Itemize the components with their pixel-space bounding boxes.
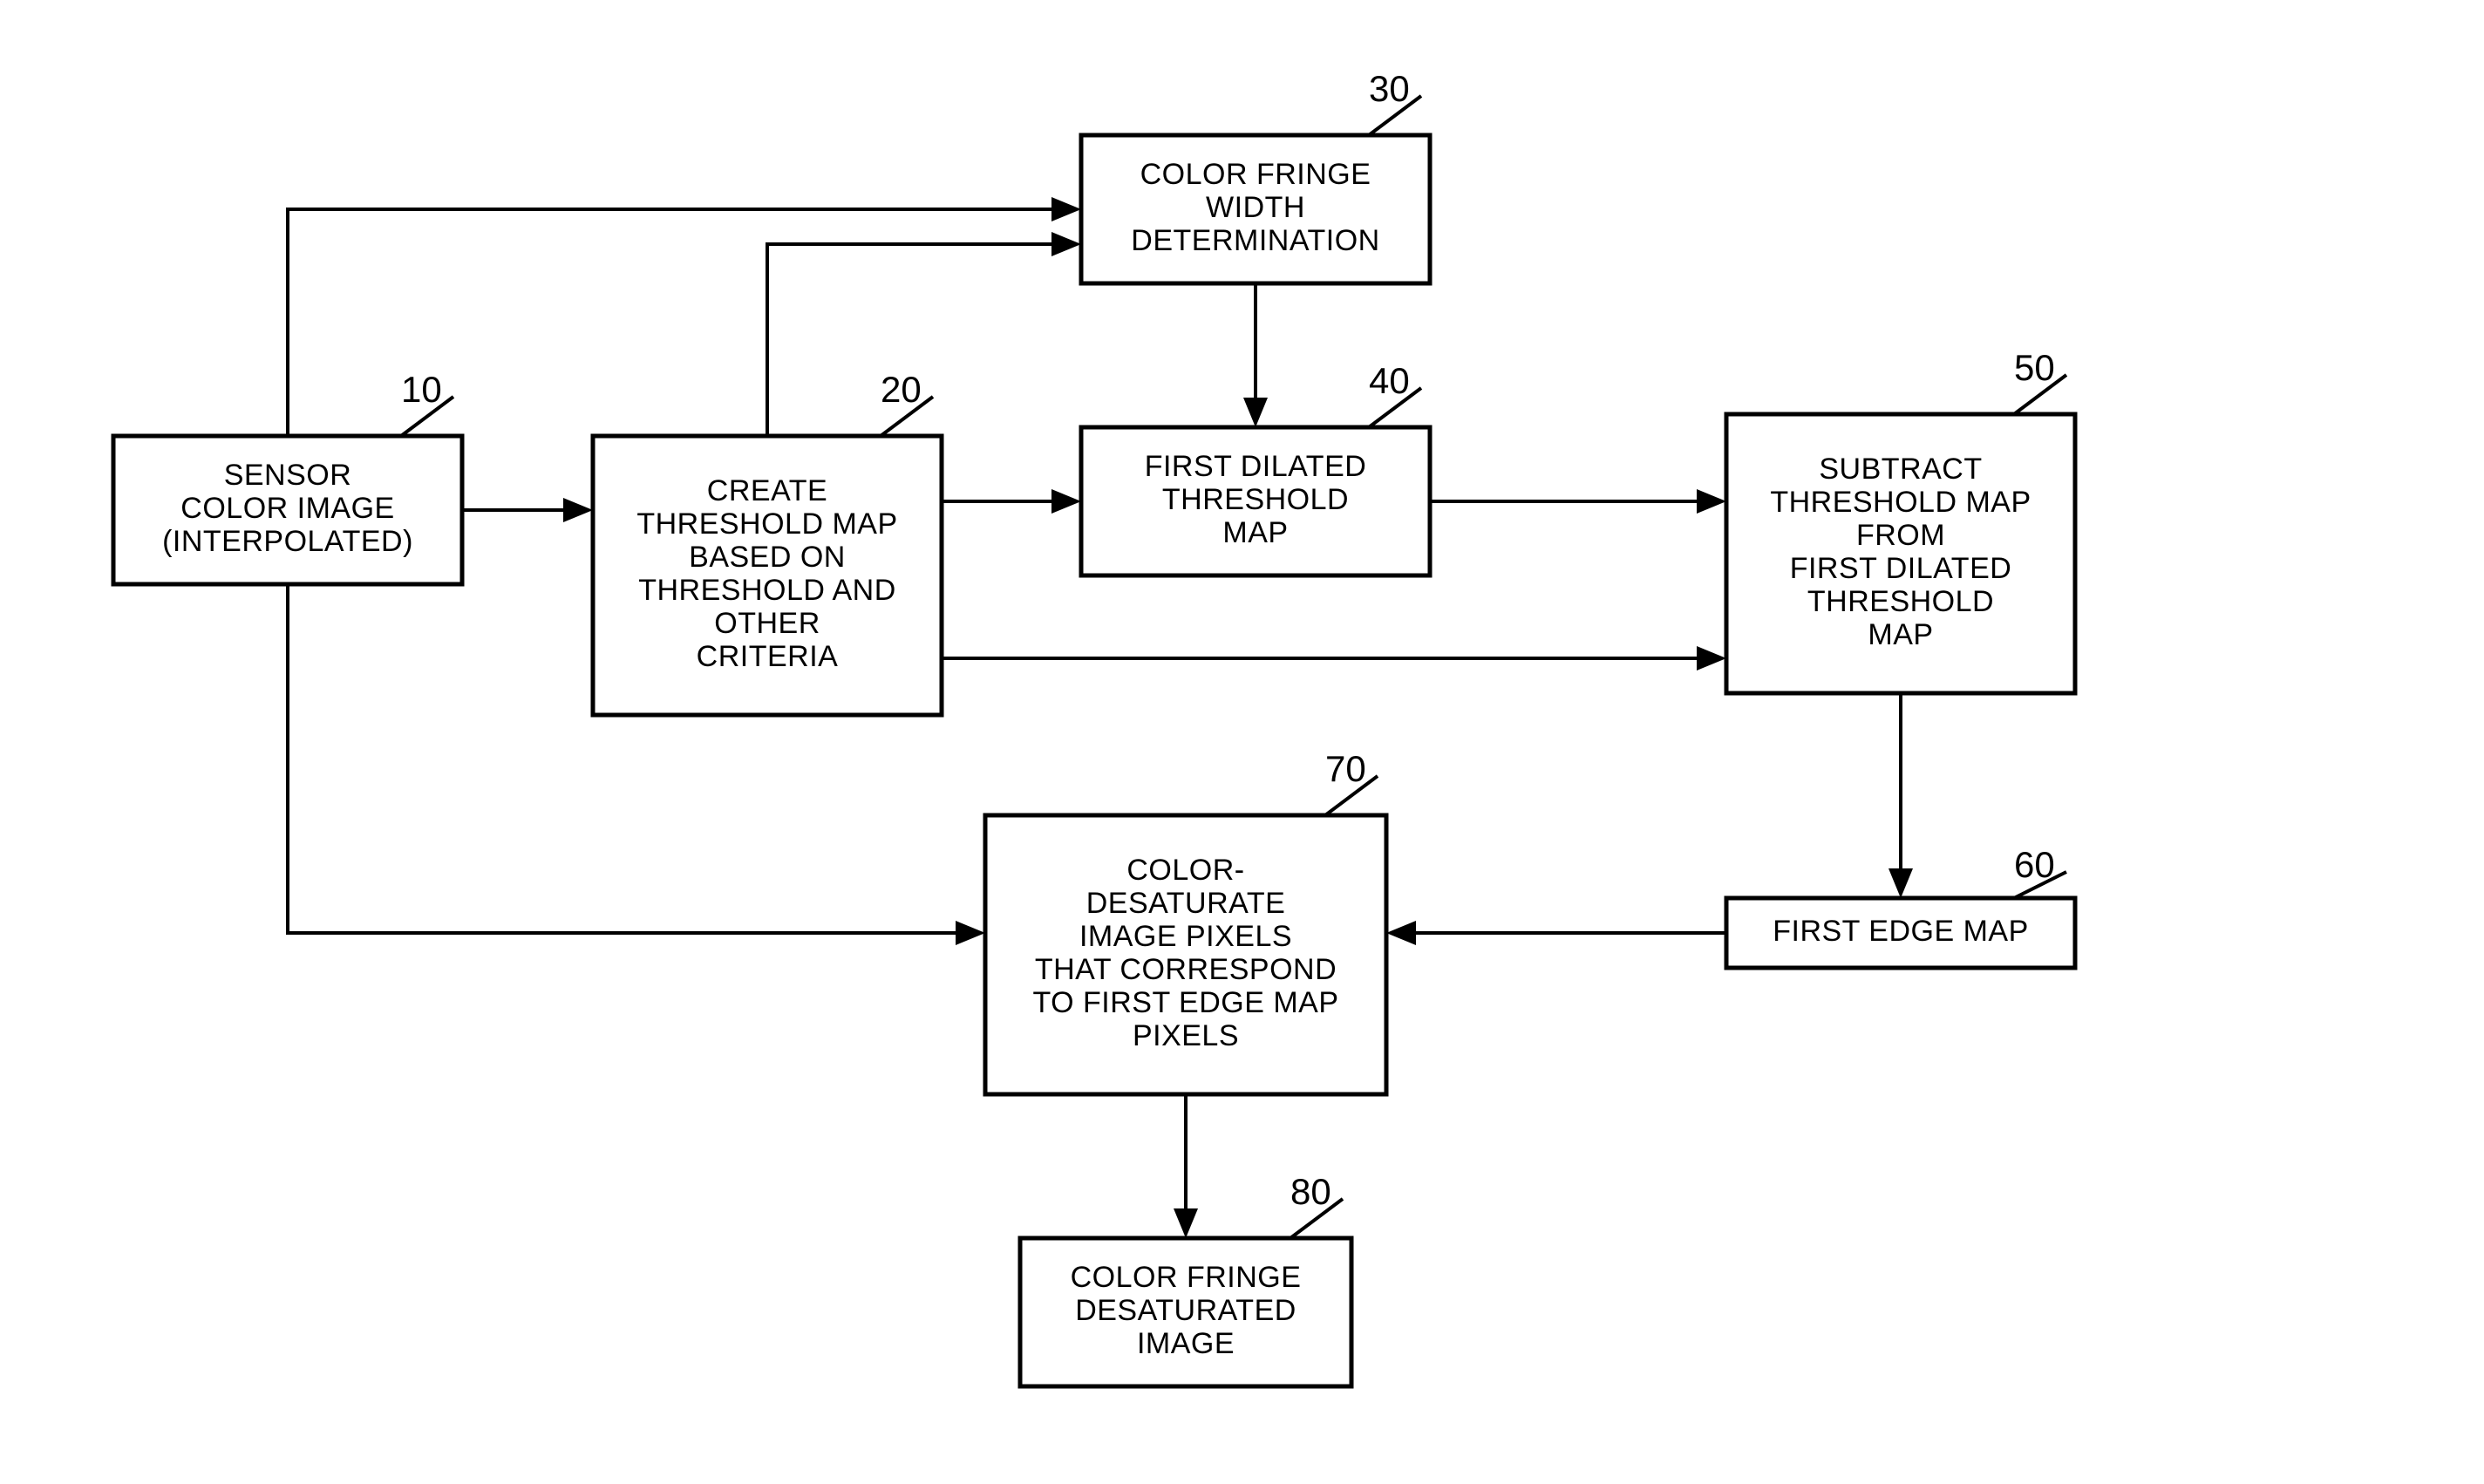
nodes-layer: SENSORCOLOR IMAGE(INTERPOLATED)10CREATET… bbox=[113, 68, 2075, 1386]
arrow-head bbox=[1386, 921, 1416, 945]
arrow-head bbox=[1051, 489, 1081, 514]
node-number-label: 80 bbox=[1290, 1171, 1331, 1212]
arrow-head bbox=[1889, 868, 1913, 898]
node-number-label: 30 bbox=[1369, 68, 1410, 109]
node-number-label: 10 bbox=[401, 369, 442, 410]
node-number-label: 60 bbox=[2014, 844, 2055, 885]
arrow-head bbox=[1243, 398, 1268, 427]
arrow-head bbox=[563, 498, 593, 522]
arrow-head bbox=[1174, 1208, 1198, 1238]
node-number-label: 20 bbox=[881, 369, 922, 410]
node-label: FIRST EDGE MAP bbox=[1773, 915, 2029, 948]
flowchart-canvas: SENSORCOLOR IMAGE(INTERPOLATED)10CREATET… bbox=[0, 0, 2484, 1484]
arrow-head bbox=[1697, 646, 1726, 671]
flowchart-node: SUBTRACTTHRESHOLD MAPFROMFIRST DILATEDTH… bbox=[1726, 347, 2075, 693]
arrow-head bbox=[956, 921, 985, 945]
arrow-head bbox=[1051, 197, 1081, 221]
node-number-label: 50 bbox=[2014, 347, 2055, 388]
node-number-label: 70 bbox=[1325, 748, 1366, 789]
node-number-label: 40 bbox=[1369, 360, 1410, 401]
flowchart-node: COLOR-DESATURATEIMAGE PIXELSTHAT CORRESP… bbox=[985, 748, 1386, 1094]
arrow-head bbox=[1051, 232, 1081, 256]
arrow-head bbox=[1697, 489, 1726, 514]
flowchart-node: COLOR FRINGEWIDTHDETERMINATION30 bbox=[1081, 68, 1430, 283]
